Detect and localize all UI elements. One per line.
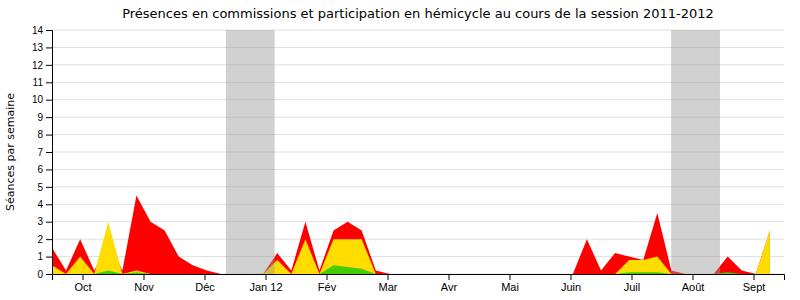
tick: Sept [743,274,766,293]
marks [52,30,770,274]
tick-mark [46,117,52,118]
tick: 7 [37,147,52,158]
title: Présences en commissions et participatio… [122,6,714,21]
tick-mark [46,222,52,223]
y-axis-title: Séances par semaine [4,93,17,211]
tick: 4 [37,199,52,210]
tick-mark [266,274,267,280]
tick-label: 13 [32,42,44,53]
x-axis: Oct Nov Déc Jan 12 Fév Mar Avr Mai Juin Juil Août S… [53,274,785,293]
tick-mark [83,274,84,280]
tick: 3 [37,216,52,227]
tick-mark [754,274,755,280]
tick-mark [46,30,52,31]
tick: 2 [37,234,52,245]
tick-label: 11 [33,77,44,88]
tick: Déc [195,274,215,293]
tick: Jan 12 [249,274,282,293]
tick-mark [571,274,572,280]
tick: 0 [37,269,52,280]
tick: 1 [37,251,52,262]
tick-label: Juil [624,281,641,293]
tick-mark [46,65,52,66]
area [52,196,770,274]
area [52,222,770,274]
grid [52,30,784,274]
tick: Nov [134,274,154,293]
tick: Mar [379,274,398,293]
tick-label: Fév [318,281,337,293]
tick: Mai [501,274,519,293]
tick-label: Oct [74,281,91,293]
tick-mark [46,274,52,275]
tick: Juil [624,274,641,293]
tick-mark [144,274,145,280]
tick-label: 4 [37,199,43,210]
tick: 9 [37,112,52,123]
tick-mark [46,187,52,188]
tick-mark [449,274,450,280]
y-axis: 01234567891011121314 [32,25,53,280]
tick: 13 [32,42,52,53]
tick-label: 2 [37,234,43,245]
tick-mark [46,100,52,101]
tick-mark [46,239,52,240]
tick: 5 [37,182,52,193]
tick-mark [46,82,52,83]
tick-label: Jan 12 [249,281,282,293]
tick-mark [46,152,52,153]
tick: Avr [441,274,458,293]
tick-label: 1 [37,251,43,262]
tick: Fév [318,274,337,293]
tick: 10 [32,94,52,105]
tick-mark [46,204,52,205]
tick-label: 7 [37,147,43,158]
tick-label: 10 [32,94,44,105]
tick: 8 [37,129,52,140]
tick-mark [46,169,52,170]
tick-label: 3 [37,216,43,227]
tick-label: 9 [37,112,43,123]
band [226,30,275,274]
axis-line [46,31,53,275]
tick: 12 [32,60,52,71]
tick-mark [46,257,52,258]
tick-mark [205,274,206,280]
tick-label: Mai [501,281,519,293]
chart: Oct Nov Déc Jan 12 Fév Mar Avr Mai Juin Juil Août S… [0,0,800,300]
plot: Oct Nov Déc Jan 12 Fév Mar Avr Mai Juin Juil Août S… [32,25,785,293]
axis-line [53,275,785,281]
tick: 6 [37,164,52,175]
tick-label: Nov [134,281,154,293]
tick: Oct [74,274,91,293]
tick-label: Août [682,281,705,293]
tick-mark [632,274,633,280]
tick-label: 12 [32,60,44,71]
tick-label: 14 [32,25,44,36]
tick-label: 8 [37,129,43,140]
tick-label: 6 [37,164,43,175]
tick-mark [46,135,52,136]
tick-mark [388,274,389,280]
tick-mark [46,47,52,48]
tick: Août [682,274,705,293]
tick-mark [327,274,328,280]
tick-label: 0 [37,269,43,280]
tick-mark [510,274,511,280]
tick-label: 5 [37,182,43,193]
tick: 14 [32,25,52,36]
area [52,265,770,274]
tick-label: Juin [561,281,581,293]
tick-label: Avr [441,281,458,293]
tick-mark [693,274,694,280]
tick: Juin [561,274,581,293]
band [671,30,720,274]
tick-label: Mar [379,281,398,293]
tick: 11 [33,77,52,88]
tick-label: Déc [195,281,215,293]
tick-label: Sept [743,281,766,293]
